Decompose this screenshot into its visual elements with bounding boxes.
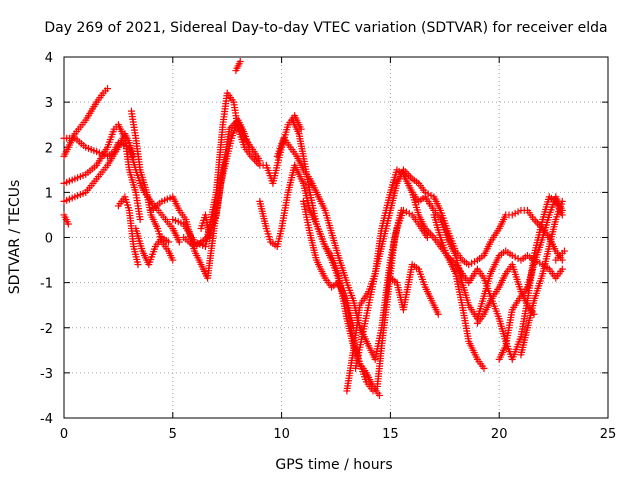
data-point [558,256,566,264]
y-tick-label: -1 [40,277,53,292]
data-point [175,238,183,246]
series-19 [386,261,442,318]
series-5 [114,193,142,269]
x-tick-label: 0 [60,427,68,442]
data-point [530,310,538,318]
x-tick-label: 5 [169,427,177,442]
x-axis-label: GPS time / hours [275,457,392,473]
y-tick-label: 2 [45,141,53,156]
series-0 [60,85,112,160]
data-point [376,391,384,399]
data-point [134,261,142,269]
y-tick-label: -3 [40,367,53,382]
data-point [136,215,144,223]
data-points [60,58,568,399]
y-tick-label: 0 [45,232,53,247]
y-tick-label: 4 [45,51,53,66]
series-22 [473,261,538,327]
data-point [256,157,264,165]
series-24 [517,197,566,359]
x-tick-label: 15 [382,427,399,442]
chart-title: Day 269 of 2021, Sidereal Day-to-day VTE… [44,20,607,36]
data-point [480,364,488,372]
series-18 [352,166,488,372]
series-15 [288,116,384,399]
data-point [169,256,177,264]
x-tick-label: 20 [491,427,508,442]
series-25 [552,247,568,264]
data-point [206,234,214,241]
y-tick-label: -4 [40,412,53,427]
data-point [558,197,566,205]
data-point [434,310,442,318]
y-tick-label: 1 [45,186,53,201]
data-point [558,265,566,273]
series-7 [132,224,172,269]
data-point [236,58,244,66]
y-axis-label: SDTVAR / TECUs [7,180,23,295]
y-tick-label: -2 [40,322,53,337]
data-point [560,247,568,255]
series-16 [299,197,357,332]
data-point [64,220,72,228]
x-axis-ticks: 0 5 10 15 20 25 [60,57,616,442]
y-axis-ticks: -4 -3 -2 -1 0 1 2 3 4 [40,51,608,427]
series-9 [169,89,305,251]
data-point [104,85,112,93]
series-11 [197,211,214,241]
series-12 [232,58,244,75]
series-3 [60,130,138,205]
y-tick-label: 3 [45,96,53,111]
x-tick-label: 10 [273,427,290,442]
data-point [164,238,172,246]
data-point [423,234,431,241]
series-2 [60,121,144,223]
series-4 [60,211,72,228]
x-tick-label: 25 [600,427,617,442]
